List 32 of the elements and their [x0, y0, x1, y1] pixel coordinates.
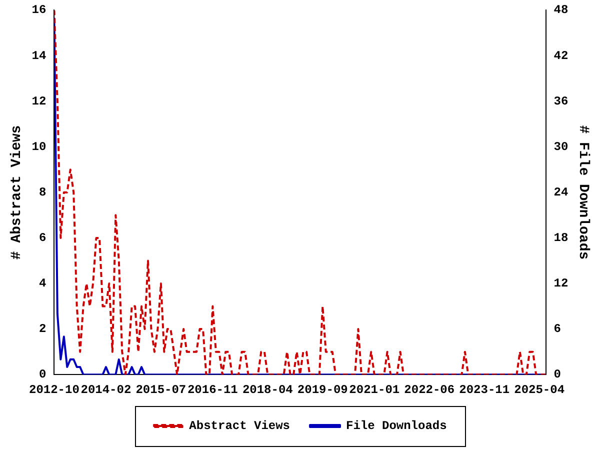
x-tick-label: 2014-02: [80, 382, 132, 397]
x-tick-label: 2025-04: [514, 382, 565, 397]
y2-tick-label: 42: [554, 48, 568, 63]
y2-tick-label: 18: [554, 230, 568, 245]
y2-tick-label: 6: [554, 322, 561, 336]
y-tick-label: 6: [39, 230, 46, 245]
y2-tick-label: 12: [554, 276, 568, 291]
y-tick-label: 14: [32, 48, 46, 63]
y-tick-label: 10: [32, 140, 46, 154]
x-tick-label: 2021-01: [349, 382, 400, 397]
y-tick-label: 4: [39, 276, 46, 291]
y2-tick-label: 24: [554, 185, 568, 200]
y-tick-label: 0: [39, 368, 46, 382]
y2-tick-label: 36: [554, 94, 568, 108]
y-tick-label: 12: [32, 94, 46, 108]
x-tick-label: 2019-09: [297, 382, 348, 397]
x-tick-label: 2023-11: [459, 382, 510, 397]
x-tick-label: 2015-07: [136, 382, 186, 397]
x-tick-label: 2016-11: [187, 382, 238, 397]
y-tick-label: 2: [39, 322, 46, 336]
y-tick-label: 8: [39, 185, 46, 200]
x-tick-label: 2012-10: [28, 382, 80, 397]
legend-label: File Downloads: [346, 419, 447, 434]
y2-tick-label: 30: [554, 140, 568, 154]
x-tick-label: 2018-04: [242, 382, 293, 397]
y-tick-label: 16: [32, 3, 46, 18]
y-axis-title: # Abstract Views: [8, 125, 25, 260]
legend-label: Abstract Views: [189, 419, 290, 434]
y2-axis-title: # File Downloads: [575, 125, 592, 260]
x-tick-label: 2022-06: [404, 382, 455, 397]
y2-tick-label: 0: [554, 368, 561, 382]
y2-tick-label: 48: [554, 3, 568, 18]
